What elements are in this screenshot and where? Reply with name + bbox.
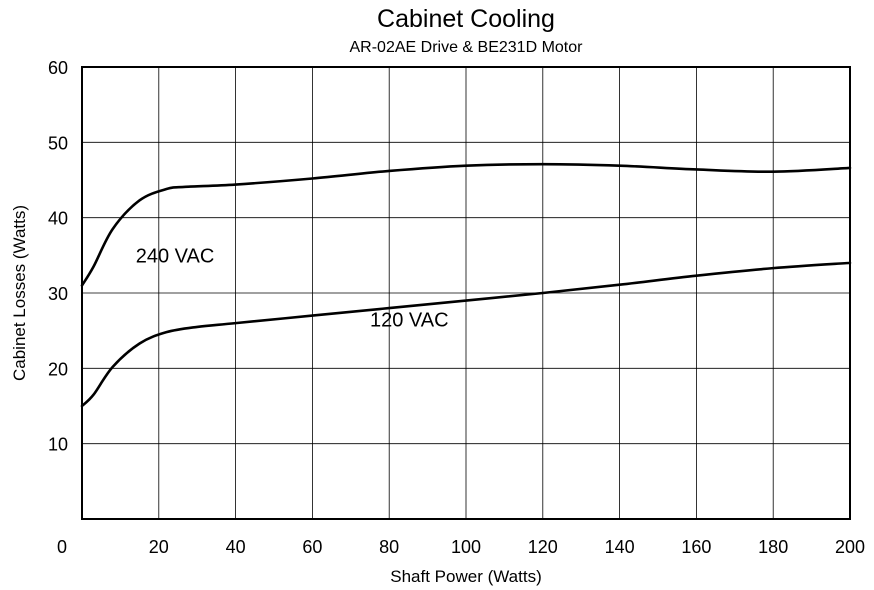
x-tick-label: 0 <box>57 537 67 557</box>
y-axis-label: Cabinet Losses (Watts) <box>10 205 29 381</box>
y-tick-label: 40 <box>48 209 68 229</box>
x-tick-label: 20 <box>149 537 169 557</box>
y-tick-label: 30 <box>48 284 68 304</box>
y-tick-label: 20 <box>48 359 68 379</box>
chart-subtitle: AR-02AE Drive & BE231D Motor <box>350 39 584 56</box>
x-tick-label: 60 <box>302 537 322 557</box>
series-lines: 240 VAC 120 VAC <box>80 162 852 408</box>
y-tick-label: 60 <box>48 58 68 78</box>
series-label-120-vac: 120 VAC <box>370 309 449 331</box>
plot-frame <box>81 66 851 520</box>
grid <box>82 67 850 519</box>
y-tick-label: 10 <box>48 435 68 455</box>
x-tick-label: 120 <box>528 537 558 557</box>
y-tick-label: 50 <box>48 133 68 153</box>
series-line-240-vac <box>80 162 852 287</box>
x-tick-label: 180 <box>758 537 788 557</box>
x-tick-label: 160 <box>681 537 711 557</box>
x-tick-label: 80 <box>379 537 399 557</box>
x-tick-label: 140 <box>605 537 635 557</box>
x-tick-label: 100 <box>451 537 481 557</box>
x-tick-label: 40 <box>226 537 246 557</box>
series-label-240-vac: 240 VAC <box>136 245 215 267</box>
tick-labels: 0 20 40 60 80 100 120 140 160 180 200 10 20 30 40 50 60 <box>48 58 865 557</box>
x-axis-label: Shaft Power (Watts) <box>390 567 541 586</box>
x-tick-label: 200 <box>835 537 865 557</box>
series-line-120-vac <box>80 261 852 408</box>
chart-title: Cabinet Cooling <box>377 5 555 33</box>
